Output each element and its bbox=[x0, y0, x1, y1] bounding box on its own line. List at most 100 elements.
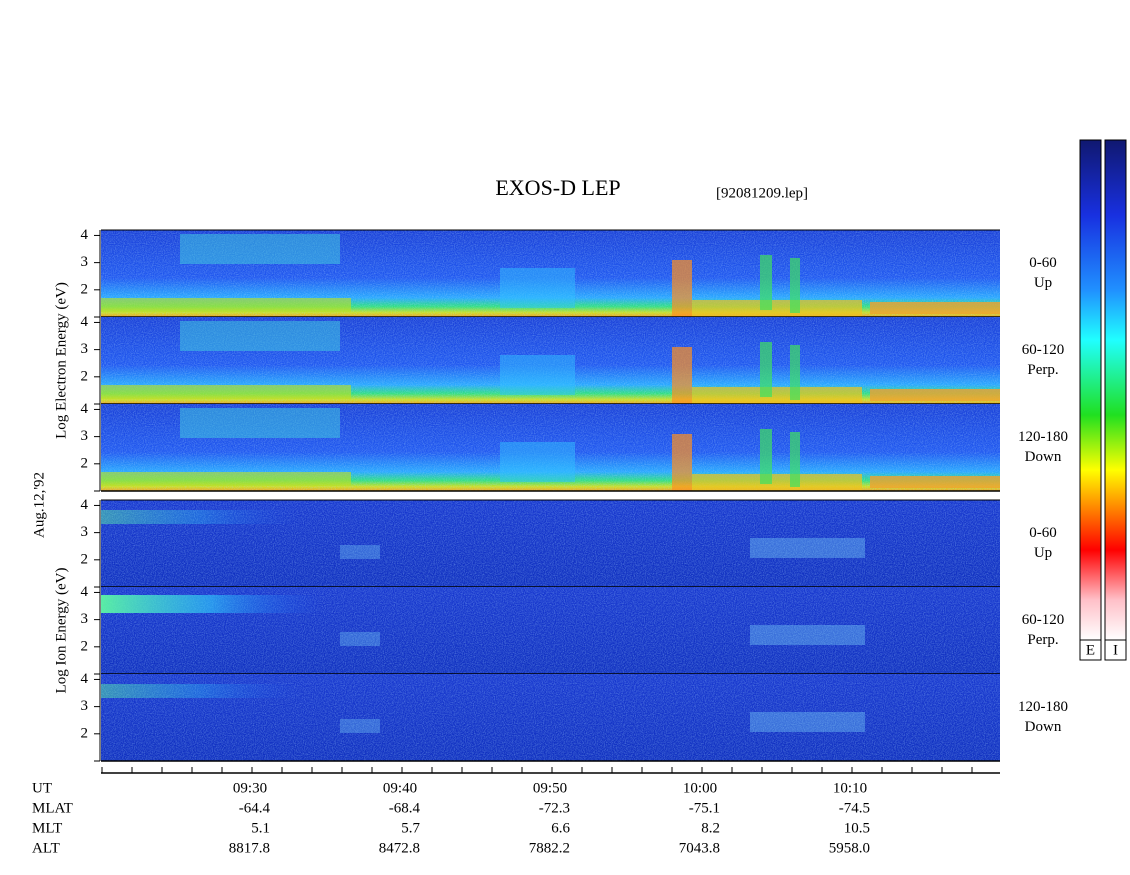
feature bbox=[500, 268, 575, 308]
feature bbox=[790, 345, 800, 400]
ut-label: 10:00 bbox=[683, 780, 717, 796]
feature bbox=[760, 255, 772, 310]
feature bbox=[500, 442, 575, 482]
y-tick-label: 2 bbox=[81, 638, 89, 654]
y-tick-label: 4 bbox=[81, 401, 89, 417]
file-name: [92081209.lep] bbox=[716, 185, 808, 201]
y-tick-label: 4 bbox=[81, 227, 89, 243]
feature bbox=[750, 538, 865, 558]
feature bbox=[692, 300, 862, 317]
y-tick-label: 3 bbox=[81, 428, 89, 444]
feature bbox=[101, 684, 301, 698]
feature bbox=[500, 355, 575, 395]
footer-value: -68.4 bbox=[389, 800, 421, 816]
feature bbox=[340, 545, 380, 559]
row-label: MLAT bbox=[32, 800, 73, 816]
colorbar-label: I bbox=[1113, 642, 1118, 658]
feature bbox=[101, 595, 321, 613]
footer-value: 5958.0 bbox=[829, 840, 870, 856]
footer-value: 7882.2 bbox=[529, 840, 570, 856]
y-tick-label: 3 bbox=[81, 698, 89, 714]
group-label: Log Electron Energy (eV) bbox=[53, 282, 69, 439]
feature bbox=[672, 434, 692, 491]
y-tick-label: 4 bbox=[81, 671, 89, 687]
y-tick-label: 4 bbox=[81, 584, 89, 600]
y-tick-label: 3 bbox=[81, 611, 89, 627]
feature bbox=[101, 385, 351, 399]
ut-label: 09:50 bbox=[533, 780, 567, 796]
y-tick-label: 2 bbox=[81, 281, 89, 297]
colorbar-label-box bbox=[1104, 639, 1127, 661]
footer: UT MLAT MLT ALT 09:30 -64.4 5.1 8817.8 09:40 -68.… bbox=[32, 780, 870, 856]
feature bbox=[180, 321, 340, 351]
direction-label: Perp. bbox=[1027, 632, 1058, 648]
direction-label: Up bbox=[1034, 545, 1052, 561]
feature bbox=[340, 719, 380, 733]
direction-label: Down bbox=[1025, 449, 1062, 465]
angle-label: 120-180 bbox=[1018, 699, 1068, 715]
feature bbox=[760, 429, 772, 484]
feature bbox=[672, 347, 692, 404]
footer-value: 6.6 bbox=[551, 820, 570, 836]
footer-value: -74.5 bbox=[839, 800, 870, 816]
footer-value: 8.2 bbox=[701, 820, 720, 836]
direction-label: Down bbox=[1025, 719, 1062, 735]
feature bbox=[692, 474, 862, 491]
ut-label: 10:10 bbox=[833, 780, 867, 796]
colorbar bbox=[1079, 139, 1102, 641]
feature bbox=[870, 302, 1000, 314]
y-tick-label: 2 bbox=[81, 551, 89, 567]
angle-label: 60-120 bbox=[1022, 342, 1065, 358]
angle-label: 60-120 bbox=[1022, 612, 1065, 628]
y-tick-label: 4 bbox=[81, 314, 89, 330]
colorbar-label-box bbox=[1079, 639, 1102, 661]
feature bbox=[760, 342, 772, 397]
feature bbox=[101, 472, 351, 486]
feature bbox=[790, 258, 800, 313]
angle-label: 120-180 bbox=[1018, 429, 1068, 445]
colorbar bbox=[1104, 139, 1127, 641]
footer-value: -72.3 bbox=[539, 800, 570, 816]
feature bbox=[180, 234, 340, 264]
feature bbox=[870, 389, 1000, 401]
y-tick-label: 2 bbox=[81, 455, 89, 471]
feature bbox=[672, 260, 692, 317]
title: EXOS-D LEP bbox=[495, 175, 620, 200]
footer-value: 5.7 bbox=[401, 820, 420, 836]
y-tick-label: 2 bbox=[81, 368, 89, 384]
ut-label: 09:30 bbox=[233, 780, 267, 796]
date: Aug.12,'92 bbox=[31, 472, 47, 538]
feature bbox=[790, 432, 800, 487]
row-label: MLT bbox=[32, 820, 62, 836]
row-label: ALT bbox=[32, 840, 60, 856]
angle-label: 0-60 bbox=[1029, 525, 1057, 541]
colorbar-label: E bbox=[1086, 642, 1095, 658]
panels: 2 3 4 0-60 Up 2 3 4 60-120 Perp. 2 3 4 120-180 Down Log… bbox=[53, 227, 1068, 774]
feature bbox=[101, 298, 351, 312]
footer-value: 5.1 bbox=[251, 820, 270, 836]
feature bbox=[750, 712, 865, 732]
footer-value: -64.4 bbox=[239, 800, 271, 816]
y-tick-label: 4 bbox=[81, 497, 89, 513]
y-tick-label: 3 bbox=[81, 341, 89, 357]
angle-label: 0-60 bbox=[1029, 255, 1057, 271]
direction-label: Perp. bbox=[1027, 362, 1058, 378]
footer-value: 10.5 bbox=[844, 820, 870, 836]
footer-value: -75.1 bbox=[689, 800, 720, 816]
ut-label: 09:40 bbox=[383, 780, 417, 796]
feature bbox=[180, 408, 340, 438]
y-tick-label: 2 bbox=[81, 725, 89, 741]
feature bbox=[101, 510, 301, 524]
feature bbox=[692, 387, 862, 404]
y-tick-label: 3 bbox=[81, 254, 89, 270]
feature bbox=[340, 632, 380, 646]
footer-value: 8472.8 bbox=[379, 840, 420, 856]
feature bbox=[870, 476, 1000, 488]
footer-value: 7043.8 bbox=[679, 840, 720, 856]
feature bbox=[750, 625, 865, 645]
row-label: UT bbox=[32, 780, 52, 796]
y-tick-label: 3 bbox=[81, 524, 89, 540]
direction-label: Up bbox=[1034, 275, 1052, 291]
